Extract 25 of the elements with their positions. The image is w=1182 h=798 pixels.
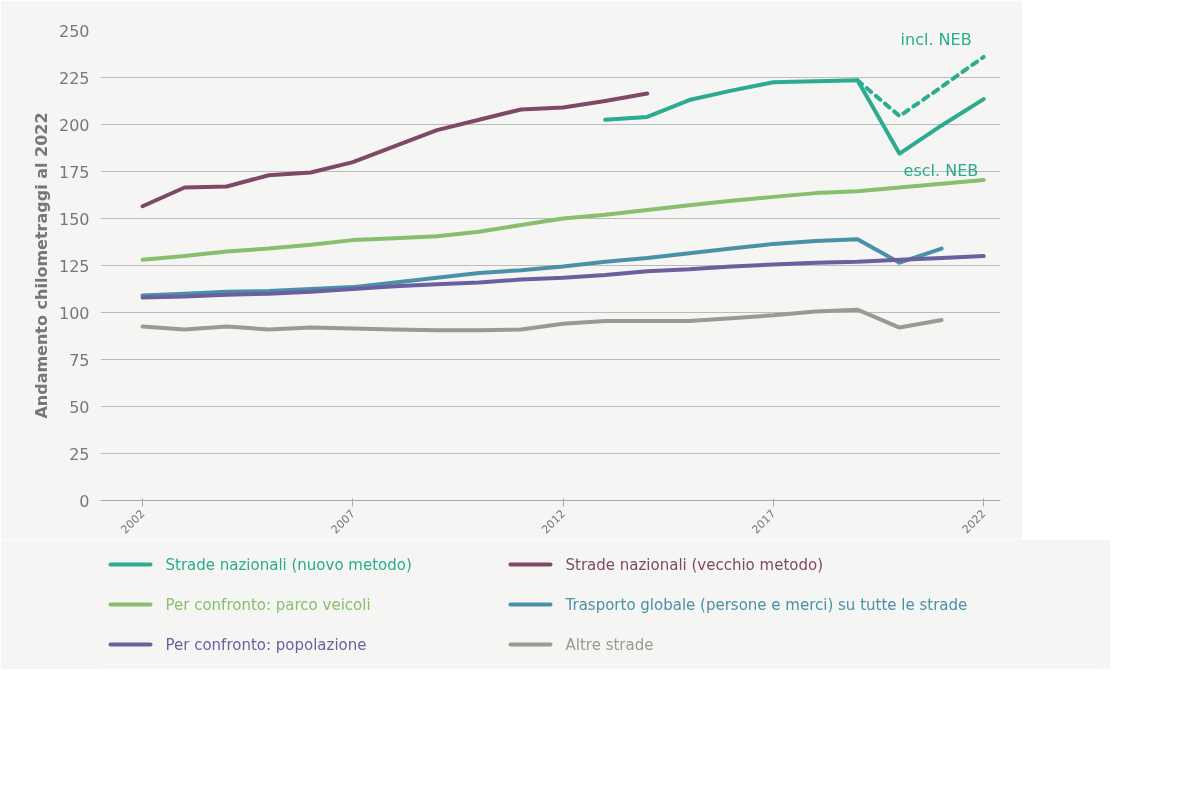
legend-label: Strade nazionali (nuovo metodo) xyxy=(165,555,412,574)
annotation: escl. NEB xyxy=(903,160,979,180)
y-tick-label: 150 xyxy=(58,209,90,229)
legend-label: Per confronto: popolazione xyxy=(165,635,367,654)
y-tick-label: 50 xyxy=(69,397,90,417)
y-tick-label: 100 xyxy=(58,303,90,323)
annotation: incl. NEB xyxy=(900,29,972,49)
y-tick-label: 75 xyxy=(69,350,90,370)
line-series xyxy=(140,237,944,298)
y-tick-label: 250 xyxy=(58,21,90,41)
y-axis-title: Andamento chilometraggi al 2022 xyxy=(31,112,51,419)
legend-label: Altre strade xyxy=(565,635,654,654)
line-series xyxy=(140,254,986,300)
line-series xyxy=(140,177,986,262)
line-series xyxy=(140,91,650,209)
y-tick-label: 225 xyxy=(58,68,90,88)
y-tick-label: 200 xyxy=(58,115,90,135)
y-tick-label: 175 xyxy=(58,162,90,182)
legend-label: Per confronto: parco veicoli xyxy=(165,595,371,614)
legend-label: Strade nazionali (vecchio metodo) xyxy=(565,555,824,574)
y-tick-label: 0 xyxy=(79,491,90,511)
y-tick-label: 25 xyxy=(69,444,90,464)
line-series xyxy=(140,307,944,333)
y-tick-label: 125 xyxy=(58,256,90,276)
legend-label: Trasporto globale (persone e merci) su tutte le strade xyxy=(564,595,968,614)
